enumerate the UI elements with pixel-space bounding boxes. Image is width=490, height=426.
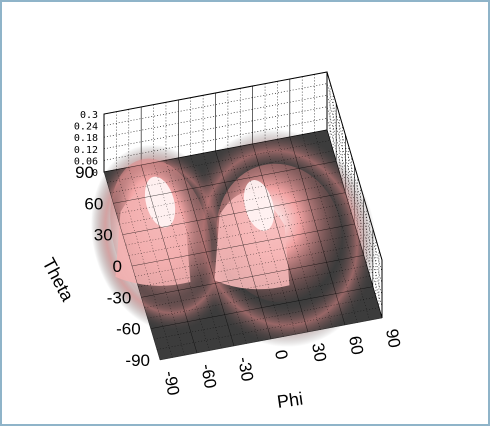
z-tick-label: 0.18 bbox=[74, 133, 98, 144]
z-tick-label: 0.24 bbox=[74, 122, 98, 133]
z-tick-label: 0 bbox=[92, 168, 98, 179]
phi-tick-label: -90 bbox=[160, 369, 183, 397]
phi-tick-label: 30 bbox=[308, 341, 330, 363]
theta-tick-label: 90 bbox=[75, 163, 94, 182]
theta-tick-label: -60 bbox=[116, 320, 141, 339]
theta-tick-label: 60 bbox=[84, 194, 103, 213]
z-tick-label: 0.12 bbox=[74, 145, 98, 156]
z-axis-ticks: 00.060.120.180.240.3 bbox=[74, 110, 98, 179]
phi-tick-label: -30 bbox=[234, 355, 257, 383]
floor-grid bbox=[103, 129, 383, 361]
z-tick-label: 0.3 bbox=[80, 110, 98, 121]
phi-tick-label: 0 bbox=[271, 348, 291, 361]
floor-gridline bbox=[326, 129, 383, 319]
floor-gridline bbox=[159, 317, 383, 361]
phi-tick-label: 60 bbox=[345, 334, 367, 356]
z-tick-label: 0.06 bbox=[74, 156, 98, 167]
surface-peak bbox=[110, 158, 212, 312]
phi-tick-label: 90 bbox=[382, 327, 404, 349]
floor-gridline bbox=[289, 136, 346, 326]
phi-axis-label: Phi bbox=[276, 389, 305, 412]
theta-tick-label: 30 bbox=[94, 226, 113, 245]
phi-tick-label: -60 bbox=[197, 362, 220, 390]
theta-tick-label: -30 bbox=[107, 288, 132, 307]
phi-axis-ticks: -90 -60 -30 0 30 60 90 bbox=[160, 327, 404, 397]
theta-tick-label: -90 bbox=[125, 351, 150, 370]
theta-tick-label: 0 bbox=[113, 257, 122, 276]
theta-axis-label: Theta bbox=[38, 254, 78, 305]
